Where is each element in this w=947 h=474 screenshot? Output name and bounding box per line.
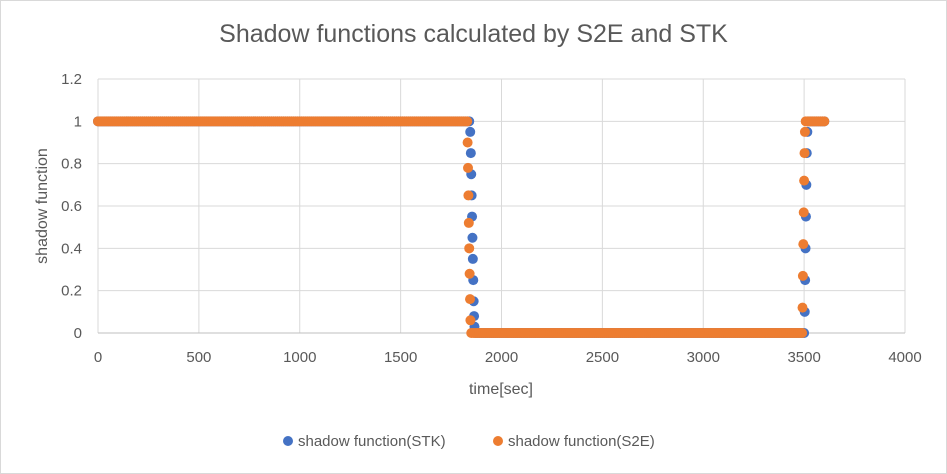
x-tick-label-7: 3500 bbox=[787, 349, 820, 366]
s2e-point-185 bbox=[463, 162, 474, 173]
x-tick-label-5: 2500 bbox=[586, 349, 619, 366]
s2e-point-188 bbox=[464, 243, 475, 254]
s2e-point-362 bbox=[799, 148, 810, 159]
s2e-point-356 bbox=[797, 328, 808, 338]
stk-point-185 bbox=[465, 126, 476, 137]
x-axis-title: time[sec] bbox=[469, 381, 533, 398]
y-tick-label-1: 0.2 bbox=[61, 283, 82, 300]
y-tick-label-2: 0.4 bbox=[61, 240, 82, 257]
legend-marker-0 bbox=[283, 436, 293, 446]
s2e-point-360 bbox=[798, 207, 809, 218]
series-stk bbox=[93, 116, 830, 338]
stk-point-186 bbox=[465, 148, 476, 159]
x-tick-label-4: 2000 bbox=[485, 349, 518, 366]
y-tick-label-4: 0.8 bbox=[61, 156, 82, 173]
y-axis-title: shadow function bbox=[34, 148, 51, 264]
x-tick-label-1: 500 bbox=[186, 349, 211, 366]
y-tick-label-5: 1 bbox=[74, 113, 82, 130]
legend-label-0: shadow function(STK) bbox=[298, 433, 446, 450]
legend-marker-1 bbox=[493, 436, 503, 446]
s2e-point-363 bbox=[799, 126, 810, 137]
y-axis-ticks: 0 0.2 0.4 0.6 0.8 1 1.2 bbox=[61, 71, 82, 342]
legend-label-1: shadow function(S2E) bbox=[508, 433, 655, 450]
s2e-point-189 bbox=[464, 268, 475, 279]
x-tick-label-2: 1000 bbox=[283, 349, 316, 366]
stk-point-190 bbox=[467, 232, 478, 243]
s2e-point-184 bbox=[462, 137, 473, 148]
s2e-point-183 bbox=[462, 116, 473, 127]
y-tick-label-6: 1.2 bbox=[61, 71, 82, 88]
x-tick-label-0: 0 bbox=[94, 349, 102, 366]
s2e-point-190 bbox=[465, 294, 476, 305]
s2e-point-359 bbox=[798, 239, 809, 250]
y-tick-label-3: 0.6 bbox=[61, 198, 82, 215]
chart-title: Shadow functions calculated by S2E and S… bbox=[219, 20, 728, 48]
x-tick-label-6: 3000 bbox=[687, 349, 720, 366]
s2e-point-373 bbox=[819, 116, 830, 127]
s2e-point-357 bbox=[797, 302, 808, 313]
y-tick-label-0: 0 bbox=[74, 325, 82, 342]
series-s2e bbox=[93, 116, 830, 338]
s2e-point-186 bbox=[463, 190, 474, 201]
gridlines bbox=[97, 78, 906, 334]
x-tick-label-8: 4000 bbox=[888, 349, 921, 366]
stk-point-191 bbox=[467, 253, 478, 264]
x-tick-label-3: 1500 bbox=[384, 349, 417, 366]
legend: shadow function(STK) shadow function(S2E) bbox=[283, 433, 655, 450]
x-axis-ticks: 0 500 1000 1500 2000 2500 3000 3500 4000 bbox=[94, 349, 922, 366]
s2e-point-191 bbox=[465, 315, 476, 326]
s2e-point-187 bbox=[463, 217, 474, 228]
s2e-point-358 bbox=[797, 270, 808, 281]
s2e-point-361 bbox=[799, 175, 810, 186]
